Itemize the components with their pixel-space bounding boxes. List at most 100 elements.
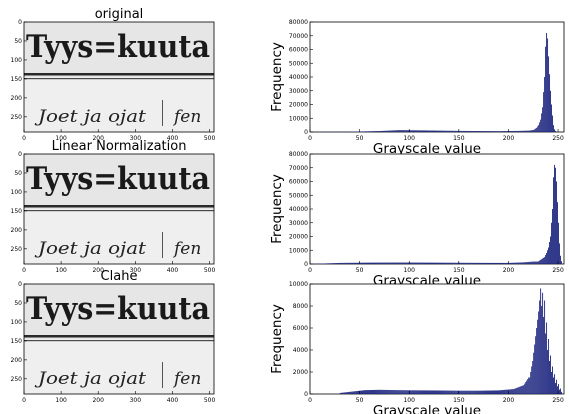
histogram-bar <box>462 390 464 394</box>
histogram-bar <box>355 262 357 264</box>
histogram-bar <box>443 262 445 264</box>
histogram-bar <box>345 262 347 264</box>
histogram-bar <box>407 262 409 264</box>
histogram-bar <box>458 390 460 394</box>
histogram-bar <box>413 262 415 264</box>
x-tick-label: 500 <box>204 135 216 142</box>
histogram-bar <box>412 262 414 264</box>
histogram-bar <box>343 262 345 264</box>
histogram-bar <box>478 390 480 394</box>
histogram-bar <box>407 390 409 394</box>
histogram-bar <box>366 131 368 132</box>
histogram-bar <box>356 391 358 394</box>
histogram-bar <box>324 263 326 264</box>
histogram-bar <box>402 130 404 132</box>
histogram-bar <box>559 243 560 264</box>
histogram-bar <box>464 390 466 394</box>
histogram-bar <box>353 262 355 264</box>
histogram-bar <box>493 262 495 264</box>
y-tick-label: 0 <box>304 129 308 136</box>
histogram-bar <box>368 390 370 394</box>
histogram-bar <box>379 389 381 394</box>
histogram-bar <box>404 390 406 394</box>
histogram-bar <box>452 262 454 264</box>
histogram-bar <box>500 131 502 132</box>
histogram-bar <box>508 262 510 264</box>
histogram-bar <box>421 262 423 264</box>
histogram-bar <box>484 262 486 264</box>
histogram-bar <box>389 389 391 394</box>
histogram-bar <box>406 390 408 394</box>
histogram-bar <box>526 130 528 132</box>
histogram-bar <box>537 126 539 132</box>
histogram-bar <box>460 390 462 394</box>
histogram-bar <box>402 390 404 394</box>
histogram-bar <box>467 390 469 394</box>
histogram-bar <box>358 390 360 394</box>
histogram-bar <box>542 107 544 132</box>
histogram-bar <box>423 390 425 394</box>
histogram-bar <box>465 390 467 394</box>
histogram-bar <box>482 262 484 264</box>
histogram-bar <box>512 130 514 132</box>
histogram-bar <box>538 125 540 132</box>
histogram-bar <box>496 262 498 264</box>
histogram-bar <box>442 262 444 264</box>
histogram-bar <box>394 262 396 264</box>
y-tick-label: 10000 <box>289 115 308 122</box>
histogram-bar <box>492 390 494 394</box>
histogram-bar <box>355 391 357 394</box>
x-tick-label: 50 <box>356 135 364 142</box>
histogram-bar <box>456 262 458 264</box>
histogram-bar <box>395 130 397 132</box>
y-tick-label: 8000 <box>293 303 308 310</box>
histogram-bar <box>535 261 537 264</box>
histogram-bar <box>374 262 376 264</box>
histogram-bar <box>512 262 514 264</box>
histogram-bar <box>393 390 395 394</box>
column-rule <box>162 100 163 126</box>
histogram-bar <box>501 390 503 394</box>
histogram-bar <box>387 130 389 132</box>
y-tick-label: 50000 <box>289 60 308 67</box>
paper-lower <box>24 339 214 394</box>
histogram-bar <box>532 361 534 394</box>
histogram-bar <box>430 130 431 132</box>
histogram-bar <box>555 383 556 394</box>
histogram-bar <box>411 262 413 264</box>
histogram-bar <box>491 262 493 264</box>
histogram-bar <box>454 262 456 264</box>
histogram-bar <box>555 167 556 264</box>
histogram-bar <box>454 390 456 394</box>
image-frame <box>23 21 215 133</box>
histogram-bar <box>497 390 499 394</box>
histogram-bar <box>552 366 553 394</box>
histogram-bar <box>354 391 356 394</box>
histogram-bar <box>344 262 346 264</box>
histogram-bar <box>513 389 515 394</box>
histogram-bar <box>370 131 372 132</box>
histogram-bar <box>445 262 447 264</box>
histogram-bar <box>556 379 557 394</box>
histogram-bar <box>541 306 543 394</box>
histogram-bar <box>479 390 481 394</box>
histogram-bar <box>533 129 535 132</box>
histogram-bar <box>399 130 401 132</box>
histogram-bar <box>494 390 496 394</box>
histogram-bar <box>389 130 391 132</box>
histogram-bar <box>481 262 483 264</box>
histogram-bar <box>481 131 483 132</box>
histogram-bar <box>550 236 552 264</box>
histogram-bar <box>435 262 436 264</box>
histogram-bar <box>463 390 465 394</box>
histogram-panel-1: 0 50 100 150 200 2500100002000030000400005000… <box>269 151 565 289</box>
histogram-bar <box>421 390 423 394</box>
histogram-bar <box>414 262 416 264</box>
histogram-bar <box>459 390 461 394</box>
histogram-bar <box>528 130 530 132</box>
histogram-bar <box>499 390 501 394</box>
histogram-bar <box>366 262 368 264</box>
histogram-bar <box>511 262 513 264</box>
histogram-bar <box>437 262 438 264</box>
histogram-bar <box>543 92 545 132</box>
